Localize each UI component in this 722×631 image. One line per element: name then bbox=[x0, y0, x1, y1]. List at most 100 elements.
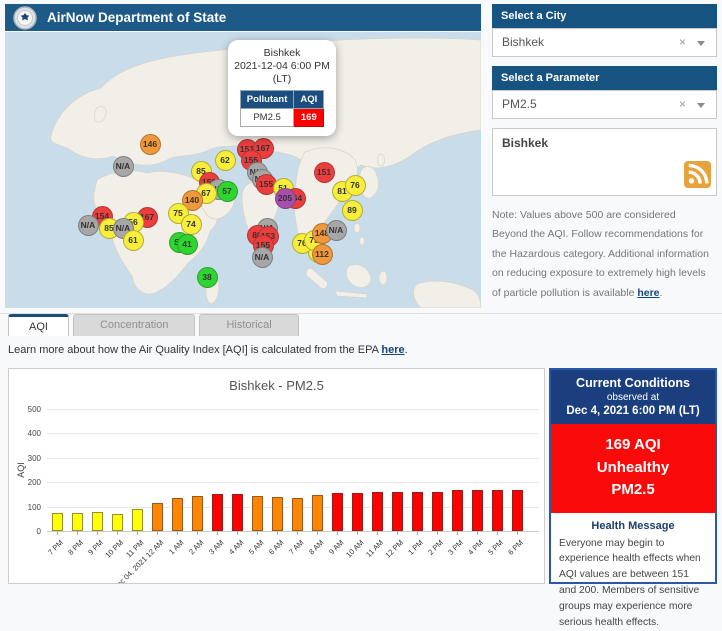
chart-y-tick-label: 400 bbox=[11, 429, 41, 438]
clear-icon[interactable]: × bbox=[679, 91, 686, 118]
map-marker[interactable]: 61 bbox=[123, 230, 144, 251]
map-marker[interactable]: 57 bbox=[217, 181, 238, 202]
chart-gridline bbox=[47, 531, 539, 532]
state-department-seal-icon bbox=[13, 6, 37, 30]
aqi-pollutant: PM2.5 bbox=[551, 479, 715, 502]
world-map[interactable]: 146N/A6285152N/A67571407574154N/A1675685… bbox=[5, 32, 481, 308]
city-select[interactable]: Bishkek × bbox=[492, 28, 717, 57]
chart-bar bbox=[312, 495, 323, 531]
tab-bar: AQIConcentrationHistorical bbox=[8, 314, 303, 336]
chart-bar bbox=[292, 498, 303, 531]
chart-x-tick bbox=[457, 531, 458, 535]
chart-bar bbox=[352, 493, 363, 531]
map-marker[interactable]: 112 bbox=[312, 244, 333, 265]
popup-timezone: (LT) bbox=[233, 73, 331, 86]
chart-x-tick bbox=[257, 531, 258, 535]
map-marker[interactable]: 76 bbox=[345, 175, 366, 196]
map-popup: Bishkek 2021-12-04 6:00 PM (LT) Pollutan… bbox=[228, 40, 336, 136]
chart-x-tick bbox=[57, 531, 58, 535]
chart-bar bbox=[512, 490, 523, 531]
popup-pollutant-value: PM2.5 bbox=[240, 109, 294, 127]
chart-x-tick bbox=[377, 531, 378, 535]
popup-pollutant-header: Pollutant bbox=[240, 91, 294, 109]
chart-x-tick bbox=[197, 531, 198, 535]
learn-here-link[interactable]: here bbox=[381, 344, 404, 356]
chart-y-tick-label: 500 bbox=[11, 405, 41, 414]
tab-aqi[interactable]: AQI bbox=[8, 314, 69, 336]
map-marker[interactable]: 74 bbox=[181, 214, 202, 235]
map-marker[interactable]: 146 bbox=[140, 134, 161, 155]
health-message-body: Everyone may begin to experience health … bbox=[551, 536, 715, 631]
note-here-link[interactable]: here bbox=[637, 287, 659, 299]
chart-bar bbox=[112, 514, 123, 531]
chart-x-tick bbox=[277, 531, 278, 535]
map-marker[interactable]: 89 bbox=[342, 200, 363, 221]
chart-x-tick bbox=[517, 531, 518, 535]
chart-x-tick bbox=[417, 531, 418, 535]
chart-bar bbox=[52, 513, 63, 531]
tab-historical[interactable]: Historical bbox=[199, 314, 298, 336]
clear-icon[interactable]: × bbox=[679, 29, 686, 56]
map-marker[interactable]: N/A bbox=[78, 215, 99, 236]
chart-x-tick bbox=[437, 531, 438, 535]
chart-title: Bishkek - PM2.5 bbox=[9, 378, 544, 393]
chart-bar bbox=[212, 494, 223, 531]
chart-gridline bbox=[47, 433, 539, 434]
aqi-chart-panel: Bishkek - PM2.5 AQI 01002003004005007 PM… bbox=[8, 368, 545, 584]
chart-bar bbox=[92, 512, 103, 531]
chevron-down-icon[interactable] bbox=[697, 103, 705, 108]
chart-gridline bbox=[47, 458, 539, 459]
aqi-category: Unhealthy bbox=[551, 457, 715, 480]
chart-y-tick-label: 200 bbox=[11, 478, 41, 487]
chart-bar bbox=[472, 490, 483, 531]
chart-x-tick bbox=[177, 531, 178, 535]
chart-y-axis-label: AQI bbox=[16, 462, 26, 478]
map-marker[interactable]: 62 bbox=[215, 150, 236, 171]
chart-gridline bbox=[47, 482, 539, 483]
popup-city: Bishkek bbox=[233, 47, 331, 60]
chart-bar bbox=[412, 492, 423, 531]
chart-x-tick bbox=[337, 531, 338, 535]
chart-bar bbox=[152, 503, 163, 531]
chart-bar bbox=[432, 492, 443, 531]
chart-bar bbox=[192, 496, 203, 531]
chart-y-tick-label: 100 bbox=[11, 503, 41, 512]
observed-datetime: Dec 4, 2021 6:00 PM (LT) bbox=[553, 405, 713, 417]
map-marker[interactable]: N/A bbox=[326, 220, 347, 241]
parameter-select[interactable]: PM2.5 × bbox=[492, 90, 717, 119]
chart-y-tick-label: 0 bbox=[11, 527, 41, 536]
current-conditions-panel: Current Conditions observed at Dec 4, 20… bbox=[549, 368, 717, 584]
chart-x-tick bbox=[397, 531, 398, 535]
chart-x-tick bbox=[317, 531, 318, 535]
chart-x-tick bbox=[217, 531, 218, 535]
popup-aqi-header: AQI bbox=[294, 91, 324, 109]
chart-bar bbox=[332, 493, 343, 531]
current-conditions-title: Current Conditions bbox=[553, 376, 713, 390]
chevron-down-icon[interactable] bbox=[697, 41, 705, 46]
chart-x-tick bbox=[157, 531, 158, 535]
chart-x-tick bbox=[237, 531, 238, 535]
map-marker[interactable]: 151 bbox=[314, 162, 335, 183]
popup-aqi-value: 169 bbox=[294, 109, 324, 127]
map-marker[interactable]: N/A bbox=[252, 247, 273, 268]
app-title: AirNow Department of State bbox=[47, 10, 226, 25]
note-text: Note: Values above 500 are considered Be… bbox=[492, 206, 714, 303]
chart-gridline bbox=[47, 409, 539, 410]
map-marker[interactable]: N/A bbox=[113, 156, 134, 177]
chart-bar bbox=[72, 513, 83, 531]
chart-bar bbox=[252, 496, 263, 531]
chart-x-tick bbox=[117, 531, 118, 535]
chart-bar bbox=[172, 498, 183, 531]
map-marker[interactable]: 41 bbox=[177, 234, 198, 255]
map-marker[interactable]: 38 bbox=[197, 267, 218, 288]
chart-x-tick bbox=[97, 531, 98, 535]
rss-feed-box: Bishkek bbox=[492, 128, 717, 196]
chart-bar bbox=[492, 490, 503, 531]
chart-x-tick bbox=[137, 531, 138, 535]
current-conditions-header: Current Conditions observed at Dec 4, 20… bbox=[551, 370, 715, 424]
rss-icon[interactable] bbox=[684, 161, 711, 188]
tab-concentration[interactable]: Concentration bbox=[73, 314, 196, 336]
map-marker[interactable]: 205 bbox=[275, 188, 296, 209]
aqi-value: 169 AQI bbox=[551, 434, 715, 457]
chart-bar bbox=[232, 494, 243, 531]
